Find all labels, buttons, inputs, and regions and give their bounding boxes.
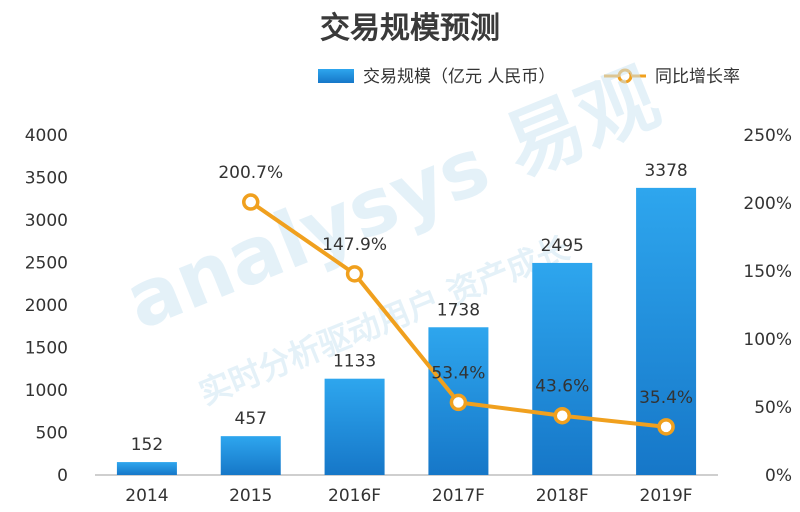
bar-value-label: 1738 bbox=[437, 300, 480, 320]
x-axis-tick-label: 2014 bbox=[125, 486, 168, 506]
growth-value-label: 53.4% bbox=[431, 363, 485, 383]
left-axis-tick-label: 1000 bbox=[25, 381, 68, 401]
bar bbox=[532, 262, 593, 475]
x-axis-tick-label: 2015 bbox=[229, 486, 272, 506]
left-axis-tick-label: 4000 bbox=[25, 126, 68, 146]
growth-value-label: 200.7% bbox=[218, 163, 283, 183]
growth-point bbox=[657, 418, 675, 436]
growth-point bbox=[553, 406, 571, 425]
growth-point bbox=[345, 265, 364, 283]
left-axis: 0 500 1000 1500 2000 2500 3000 3500 4000 bbox=[25, 126, 68, 486]
chart-title: 交易规模预测 bbox=[320, 11, 500, 46]
bar-data-labels: 152 457 1133 1738 2495 3378 bbox=[131, 161, 688, 455]
left-axis-tick-label: 3500 bbox=[25, 169, 68, 189]
right-axis-tick-label: 50% bbox=[754, 398, 792, 418]
growth-point bbox=[449, 393, 468, 412]
growth-value-label: 147.9% bbox=[322, 235, 387, 255]
line-data-labels: 200.7% 147.9% 53.4% 43.6% 35.4% bbox=[218, 163, 693, 408]
right-axis-tick-label: 100% bbox=[743, 330, 792, 350]
bar bbox=[324, 378, 385, 475]
x-axis: 2014 2015 2016F 2017F 2018F 2019F bbox=[125, 486, 692, 506]
bar-value-label: 2495 bbox=[541, 236, 584, 256]
legend-line-marker bbox=[617, 68, 633, 84]
bar bbox=[220, 436, 281, 475]
right-axis-tick-label: 200% bbox=[743, 194, 792, 214]
bar-value-label: 3378 bbox=[644, 161, 687, 181]
bar-value-label: 457 bbox=[235, 409, 267, 429]
legend: 交易规模（亿元 人民币） 同比增长率 bbox=[318, 67, 740, 87]
bar-value-label: 1133 bbox=[333, 352, 376, 372]
x-axis-tick-label: 2016F bbox=[328, 486, 381, 506]
x-axis-tick-label: 2018F bbox=[536, 486, 589, 506]
left-axis-tick-label: 1500 bbox=[25, 339, 68, 359]
x-axis-tick-label: 2017F bbox=[432, 486, 485, 506]
right-axis: 0% 50% 100% 150% 200% 250% bbox=[743, 126, 792, 486]
legend-line-label: 同比增长率 bbox=[655, 67, 740, 87]
x-axis-tick-label: 2019F bbox=[640, 486, 693, 506]
legend-bar-label: 交易规模（亿元 人民币） bbox=[363, 67, 555, 87]
growth-point bbox=[242, 193, 260, 211]
line-series bbox=[242, 193, 675, 436]
left-axis-tick-label: 2000 bbox=[25, 296, 68, 316]
legend-bar-swatch bbox=[318, 69, 354, 83]
growth-value-label: 43.6% bbox=[535, 377, 589, 397]
right-axis-tick-label: 250% bbox=[743, 126, 792, 146]
growth-value-label: 35.4% bbox=[639, 388, 693, 408]
right-axis-tick-label: 150% bbox=[743, 262, 792, 282]
left-axis-tick-label: 3000 bbox=[25, 211, 68, 231]
bar-value-label: 152 bbox=[131, 435, 163, 455]
left-axis-tick-label: 500 bbox=[36, 424, 68, 444]
bar bbox=[116, 462, 177, 475]
left-axis-tick-label: 2500 bbox=[25, 254, 68, 274]
right-axis-tick-label: 0% bbox=[765, 466, 792, 486]
left-axis-tick-label: 0 bbox=[57, 466, 68, 486]
